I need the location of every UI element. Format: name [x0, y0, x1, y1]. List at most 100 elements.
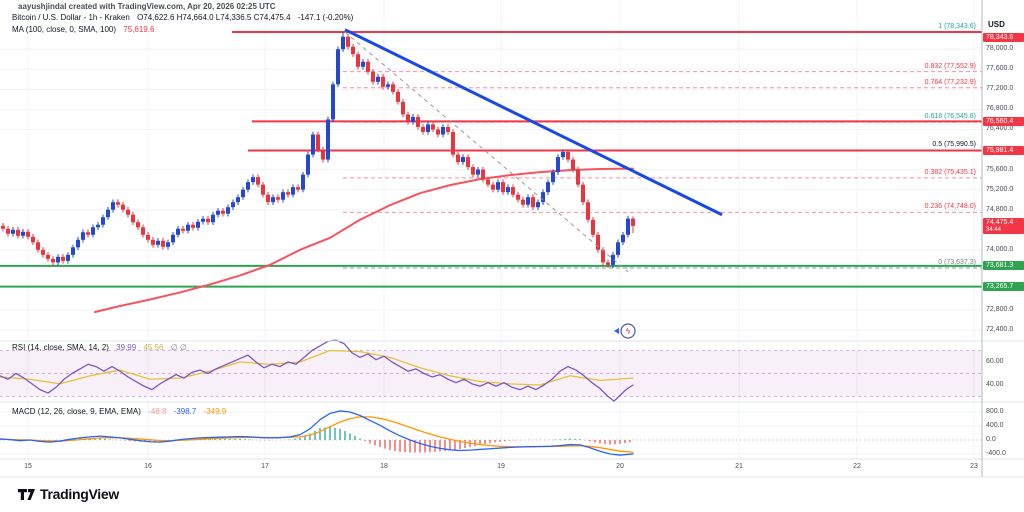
macd-histogram-bar	[229, 438, 231, 440]
macd-histogram-bar	[629, 440, 631, 443]
candle-body	[261, 184, 265, 195]
candle-body	[301, 174, 305, 190]
macd-histogram-bar	[399, 440, 401, 452]
candle-body	[361, 61, 365, 67]
candle-body	[461, 157, 465, 163]
macd-histogram-bar	[104, 438, 106, 440]
candle-body	[56, 256, 60, 263]
candle-body	[611, 254, 615, 265]
candle-body	[431, 124, 435, 130]
macd-histogram-bar	[249, 439, 251, 440]
macd-histogram-bar	[559, 439, 561, 440]
candle-body	[31, 236, 35, 243]
rsi-line	[0, 339, 634, 402]
candle-body	[86, 232, 90, 235]
macd-histogram-bar	[339, 428, 341, 440]
candle-body	[481, 169, 485, 180]
candle-body	[451, 131, 455, 155]
candle-body	[61, 256, 65, 261]
candle-body	[171, 234, 175, 243]
macd-histogram-bar	[219, 438, 221, 440]
candle-body	[601, 249, 605, 263]
candle-body	[146, 234, 150, 240]
macd-histogram-bar	[149, 440, 151, 442]
candle-body	[351, 46, 355, 55]
macd-line	[0, 410, 634, 456]
macd-histogram-bar	[594, 440, 596, 443]
macd-histogram-bar	[314, 430, 316, 440]
macd-histogram-bar	[459, 440, 461, 450]
macd-histogram-bar	[294, 438, 296, 440]
ma-legend[interactable]: MA (100, close, 0, SMA, 100) 75,619.6	[12, 25, 154, 35]
macd-histogram-bar	[309, 433, 311, 440]
candle-body	[51, 258, 55, 263]
annotation-arrow-icon	[614, 328, 619, 334]
chart-canvas[interactable]: ϟ	[0, 0, 1024, 478]
candle-body	[366, 61, 370, 72]
candle-body	[616, 242, 620, 255]
tradingview-logo[interactable]: TradingView	[18, 486, 119, 502]
candle-body	[356, 54, 360, 67]
candle-body	[591, 219, 595, 235]
rsi-legend[interactable]: RSI (14, close, SMA, 14, 2) 39.99 45.56 …	[12, 343, 187, 353]
candle-body	[316, 134, 320, 150]
currency-label[interactable]: USD	[988, 20, 1005, 29]
macd-histogram-bar	[424, 440, 426, 453]
rsi-band	[0, 350, 982, 397]
candle-body	[211, 214, 215, 223]
macd-histogram-bar	[444, 440, 446, 452]
macd-histogram-bar	[504, 440, 506, 442]
candle-body	[81, 232, 85, 240]
candle-body	[506, 187, 510, 193]
candle-body	[166, 242, 170, 247]
candle-body	[386, 84, 390, 87]
macd-histogram-bar	[509, 440, 511, 441]
macd-histogram-bar	[299, 437, 301, 440]
candle-body	[276, 197, 280, 200]
candle-body	[206, 218, 210, 223]
macd-signal-value: -349.9	[203, 407, 227, 416]
macd-legend[interactable]: MACD (12, 26, close, 9, EMA, EMA) -48.8 …	[12, 407, 226, 417]
symbol-title: Bitcoin / U.S. Dollar - 1h - Kraken	[12, 13, 130, 22]
ma-label: MA (100, close, 0, SMA, 100)	[12, 25, 117, 34]
macd-histogram-bar	[374, 440, 376, 446]
macd-histogram-bar	[484, 440, 486, 445]
ma100-line	[94, 167, 634, 314]
candle-body	[581, 184, 585, 203]
tradingview-logo-icon	[18, 488, 35, 500]
candle-body	[116, 202, 120, 205]
candle-body	[331, 84, 335, 120]
macd-histogram-bar	[389, 440, 391, 451]
macd-histogram-bar	[94, 438, 96, 440]
macd-histogram-bar	[99, 438, 101, 440]
candle-body	[381, 76, 385, 87]
candle-body	[441, 126, 445, 135]
candle-body	[76, 239, 80, 248]
macd-histogram-bar	[489, 440, 491, 444]
macd-histogram-bar	[334, 427, 336, 440]
macd-histogram-bar	[574, 438, 576, 440]
rsi-ma-line	[0, 349, 634, 386]
symbol-legend[interactable]: Bitcoin / U.S. Dollar - 1h - Kraken O74,…	[12, 13, 353, 23]
macd-histogram-bar	[564, 438, 566, 440]
candle-body	[556, 157, 560, 173]
macd-histogram-bar	[384, 440, 386, 449]
macd-histogram-bar	[244, 439, 246, 440]
rsi-band1-value: ∅	[170, 343, 178, 352]
candle-body	[541, 192, 545, 203]
macd-histogram-bar	[224, 438, 226, 440]
candle-body	[196, 221, 200, 228]
candle-body	[416, 116, 420, 127]
candle-body	[606, 262, 610, 265]
candle-body	[311, 134, 315, 155]
candle-body	[471, 167, 475, 175]
candle-body	[496, 182, 500, 190]
macd-histogram-bar	[54, 440, 56, 441]
candle-body	[326, 119, 330, 160]
ma-value: 75,619.6	[123, 25, 155, 34]
candle-body	[21, 231, 25, 236]
rsi-label: RSI (14, close, SMA, 14, 2)	[12, 343, 109, 352]
macd-histogram-bar	[499, 440, 501, 442]
candle-body	[571, 159, 575, 170]
